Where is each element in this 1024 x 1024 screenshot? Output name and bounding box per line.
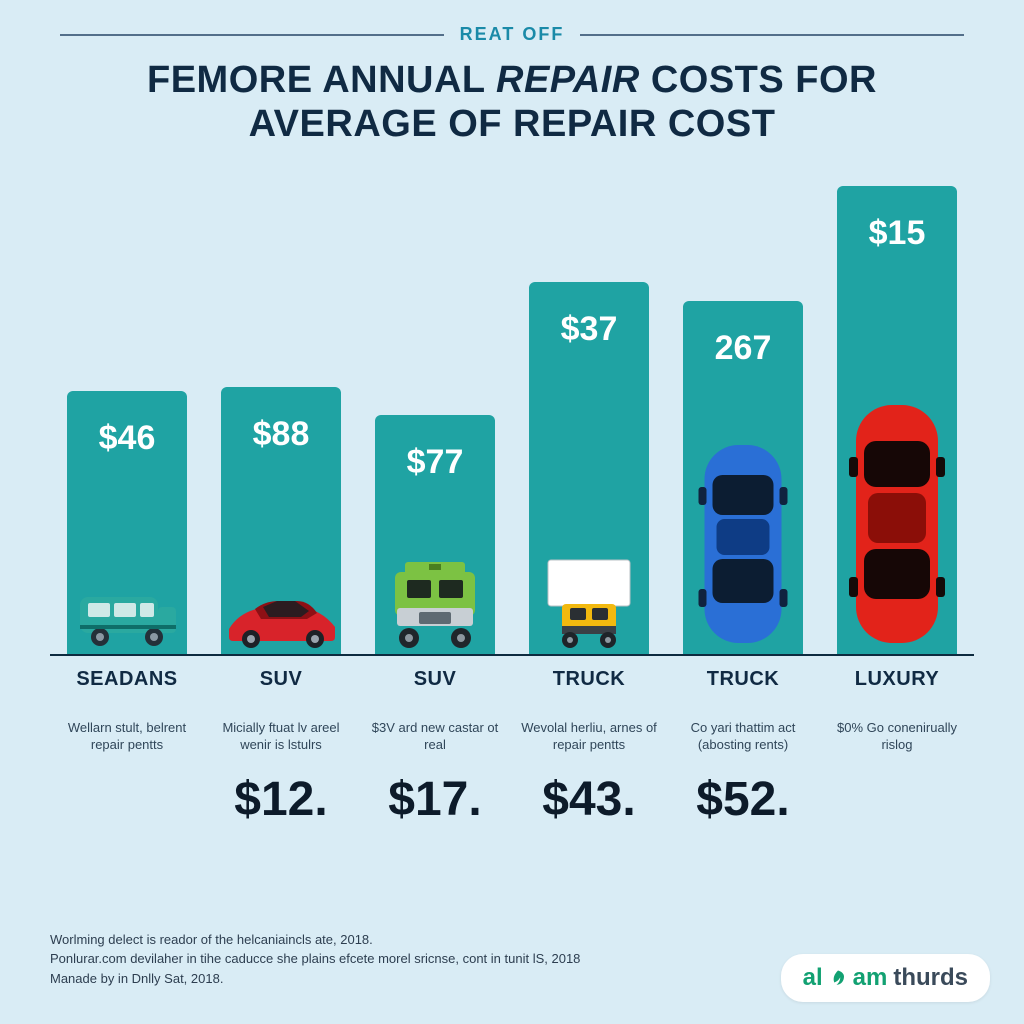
category-description: $0% Go conenirually rislog xyxy=(820,720,974,754)
bar-chart: $46 $88 $77 $37 xyxy=(50,176,974,716)
bar-slot: $46 xyxy=(50,176,204,654)
brand-part1: al xyxy=(803,964,823,992)
axis-slot: TRUCK xyxy=(512,660,666,716)
title-line2: AVERAGE OF REPAIR COST xyxy=(70,103,954,147)
bar-slot: 267 xyxy=(666,176,820,654)
axis-slot: TRUCK xyxy=(666,660,820,716)
axis-slot: SEADANS xyxy=(50,660,204,716)
bignum-row: $12.$17.$43.$52. xyxy=(50,772,974,827)
big-number: $17. xyxy=(358,772,512,827)
bar-value-label: $77 xyxy=(407,443,464,482)
axis-slot: SUV xyxy=(204,660,358,716)
bar: $77 xyxy=(375,415,495,654)
title-line1-em: REPAIR xyxy=(496,59,640,101)
bar-value-label: 267 xyxy=(715,329,772,368)
description-row: Wellarn stult, belrent repair penttsMici… xyxy=(50,720,974,754)
bar-value-label: $46 xyxy=(99,419,156,458)
title-line1-b: COSTS FOR xyxy=(640,59,877,101)
brand-part3: thurds xyxy=(893,964,968,992)
divider-right xyxy=(580,34,964,36)
category-label: SUV xyxy=(204,668,358,691)
big-number xyxy=(820,772,974,827)
bar-value-label: $37 xyxy=(561,310,618,349)
category-label: LUXURY xyxy=(820,668,974,691)
bar-slot: $77 xyxy=(358,176,512,654)
bar-slot: $15 xyxy=(820,176,974,654)
footnote-line: Ponlurar.com devilaher in tihe caducce s… xyxy=(50,949,580,969)
axis-slot: LUXURY xyxy=(820,660,974,716)
category-label: TRUCK xyxy=(666,668,820,691)
bar-row: $46 $88 $77 $37 xyxy=(50,176,974,656)
category-description: Co yari thattim act (abosting rents) xyxy=(666,720,820,754)
axis-row: SEADANSSUVSUVTRUCKTRUCKLUXURY xyxy=(50,660,974,716)
eyebrow-text: REAT OFF xyxy=(460,24,565,45)
page-title: FEMORE ANNUAL REPAIR COSTS FOR AVERAGE O… xyxy=(0,53,1024,156)
bar: $15 xyxy=(837,186,957,654)
title-line1-a: FEMORE ANNUAL xyxy=(147,59,496,101)
big-number: $43. xyxy=(512,772,666,827)
leaf-icon xyxy=(829,969,847,987)
category-description: Wevolal herliu, arnes of repair pentts xyxy=(512,720,666,754)
category-description: Wellarn stult, belrent repair pentts xyxy=(50,720,204,754)
footnote-line: Worlming delect is reador of the helcani… xyxy=(50,930,580,950)
brand-part2: am xyxy=(853,964,888,992)
eyebrow-row: REAT OFF xyxy=(0,0,1024,53)
bar-slot: $37 xyxy=(512,176,666,654)
bar: $88 xyxy=(221,387,341,655)
footnotes: Worlming delect is reador of the helcani… xyxy=(50,930,580,989)
bar: $37 xyxy=(529,282,649,655)
divider-left xyxy=(60,34,444,36)
bar: 267 xyxy=(683,301,803,655)
bar-slot: $88 xyxy=(204,176,358,654)
big-number: $12. xyxy=(204,772,358,827)
bar-value-label: $15 xyxy=(869,214,926,253)
category-label: SUV xyxy=(358,668,512,691)
big-number: $52. xyxy=(666,772,820,827)
brand-badge: al amthurds xyxy=(781,954,990,1002)
category-description: $3V ard new castar ot real xyxy=(358,720,512,754)
footnote-line: Manade by in Dnlly Sat, 2018. xyxy=(50,969,580,989)
axis-slot: SUV xyxy=(358,660,512,716)
bar-value-label: $88 xyxy=(253,415,310,454)
category-label: TRUCK xyxy=(512,668,666,691)
category-description: Micially ftuat lv areel wenir is lstulrs xyxy=(204,720,358,754)
big-number xyxy=(50,772,204,827)
bar: $46 xyxy=(67,391,187,654)
category-label: SEADANS xyxy=(50,668,204,691)
